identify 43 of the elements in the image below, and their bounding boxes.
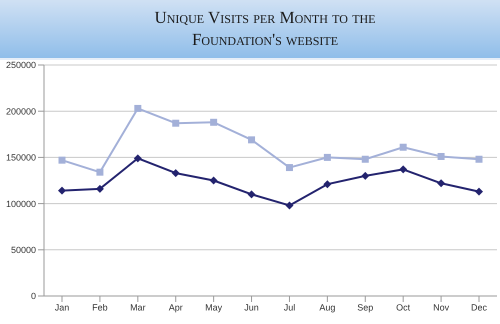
x-tick-label: Mar bbox=[130, 302, 146, 312]
point bbox=[323, 180, 332, 188]
y-tick-label: 150000 bbox=[6, 152, 36, 163]
x-tick-label: Jun bbox=[244, 302, 259, 312]
point bbox=[210, 118, 218, 126]
point bbox=[400, 144, 407, 151]
x-tick-label: Jul bbox=[284, 302, 296, 312]
y-tick-label: 250000 bbox=[6, 60, 36, 70]
chart-title: Unique Visits per Month to the Foundation's website bbox=[153, 7, 377, 51]
point bbox=[361, 172, 370, 180]
point bbox=[362, 156, 369, 163]
point bbox=[286, 164, 293, 172]
point bbox=[476, 156, 482, 163]
point bbox=[324, 154, 331, 161]
x-tick-label: Dec bbox=[470, 302, 488, 312]
y-tick-label: 0 bbox=[30, 291, 36, 302]
point bbox=[285, 201, 294, 210]
point bbox=[58, 186, 66, 195]
x-tick-label: Oct bbox=[396, 302, 411, 312]
point bbox=[172, 169, 180, 178]
point bbox=[438, 152, 445, 160]
x-tick-label: Jan bbox=[54, 302, 70, 312]
point bbox=[248, 136, 256, 144]
point bbox=[134, 104, 142, 112]
point bbox=[58, 156, 66, 164]
point bbox=[437, 179, 446, 188]
point bbox=[172, 120, 180, 127]
y-tick-label: 50000 bbox=[10, 244, 36, 255]
y-tick-label: 100000 bbox=[6, 198, 36, 209]
x-tick-label: Feb bbox=[92, 302, 108, 312]
x-tick-label: Nov bbox=[433, 302, 450, 312]
point bbox=[475, 188, 483, 196]
point bbox=[96, 184, 104, 193]
y-tick-label: 200000 bbox=[6, 106, 36, 116]
x-tick-label: Sep bbox=[357, 302, 374, 312]
point bbox=[248, 190, 256, 198]
point bbox=[399, 165, 408, 174]
x-tick-label: May bbox=[205, 302, 223, 312]
point bbox=[96, 168, 104, 176]
x-tick-label: Aug bbox=[319, 302, 336, 312]
point bbox=[210, 176, 218, 184]
point bbox=[134, 154, 142, 162]
x-tick-label: Apr bbox=[168, 302, 183, 312]
